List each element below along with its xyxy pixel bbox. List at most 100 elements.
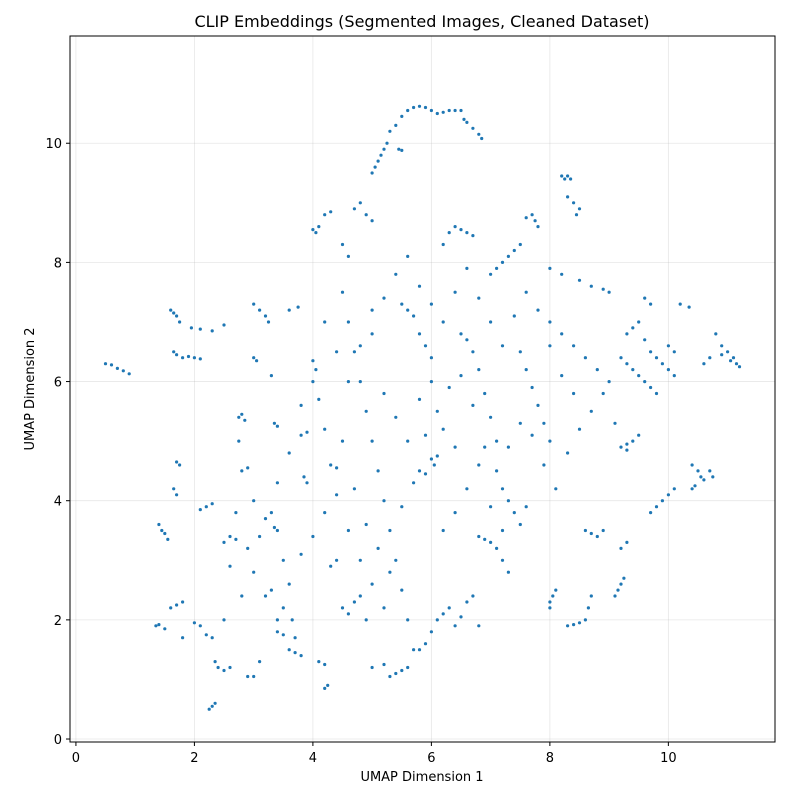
scatter-point xyxy=(465,120,469,124)
scatter-point xyxy=(121,369,125,373)
scatter-point xyxy=(181,600,185,604)
scatter-point xyxy=(489,272,493,276)
scatter-point xyxy=(246,546,250,551)
scatter-point xyxy=(269,588,273,592)
scatter-point xyxy=(447,606,451,610)
plot-frame xyxy=(69,35,776,743)
scatter-point xyxy=(708,356,712,360)
scatter-point xyxy=(726,350,730,354)
scatter-point xyxy=(210,329,214,333)
scatter-point xyxy=(352,350,356,354)
scatter-point xyxy=(198,508,202,512)
scatter-point xyxy=(412,314,416,318)
scatter-point xyxy=(272,525,276,530)
scatter-point xyxy=(157,623,161,627)
scatter-point xyxy=(512,510,516,515)
scatter-point xyxy=(625,362,629,366)
scatter-point xyxy=(166,537,170,542)
scatter-point xyxy=(429,380,433,384)
scatter-point xyxy=(649,302,653,306)
scatter-point xyxy=(340,606,345,610)
scatter-point xyxy=(423,433,428,437)
y-tick-label: 2 xyxy=(54,614,62,629)
scatter-point xyxy=(204,633,208,637)
scatter-point xyxy=(192,621,196,625)
scatter-point xyxy=(619,356,623,360)
scatter-point xyxy=(619,582,623,586)
scatter-point xyxy=(489,320,493,324)
scatter-point xyxy=(465,600,469,604)
scatter-point xyxy=(690,487,694,491)
scatter-point xyxy=(734,362,739,366)
y-axis-ticks: 0 2 4 6 8 10 xyxy=(45,137,70,748)
scatter-point xyxy=(560,174,564,178)
scatter-point xyxy=(275,630,279,634)
scatter-point xyxy=(323,427,327,431)
scatter-point xyxy=(210,704,214,708)
scatter-point xyxy=(512,314,516,318)
scatter-point xyxy=(216,665,220,670)
scatter-point xyxy=(299,552,303,556)
scatter-point xyxy=(729,359,733,363)
scatter-point xyxy=(569,177,573,181)
scatter-point xyxy=(299,654,303,658)
scatter-point xyxy=(198,357,202,361)
scatter-point xyxy=(583,528,588,533)
scatter-point xyxy=(252,356,256,360)
scatter-point xyxy=(702,478,706,482)
scatter-point xyxy=(666,493,671,497)
scatter-point xyxy=(275,618,279,622)
scatter-point xyxy=(672,487,676,491)
y-tick-label: 10 xyxy=(45,137,62,152)
scatter-point xyxy=(269,374,273,378)
scatter-point xyxy=(417,104,422,108)
scatter-point xyxy=(305,481,309,485)
scatter-point xyxy=(530,385,534,390)
scatter-point xyxy=(462,117,466,121)
scatter-point xyxy=(660,499,665,503)
scatter-point xyxy=(352,487,356,491)
scatter-point xyxy=(388,570,392,574)
scatter-point xyxy=(252,570,256,574)
scatter-point xyxy=(394,671,398,676)
scatter-point xyxy=(453,510,457,515)
scatter-point xyxy=(518,522,522,527)
grid-lines xyxy=(70,36,775,742)
scatter-point xyxy=(435,618,439,622)
scatter-point xyxy=(210,636,214,640)
scatter-point xyxy=(506,499,510,503)
x-axis-ticks: 0 2 4 6 8 10 xyxy=(72,742,677,766)
scatter-point xyxy=(666,368,671,372)
scatter-point xyxy=(213,660,217,664)
scatter-point xyxy=(471,126,475,130)
scatter-point xyxy=(477,534,481,539)
scatter-point xyxy=(296,305,300,309)
scatter-point xyxy=(376,159,380,163)
scatter-point xyxy=(693,484,697,488)
scatter-point xyxy=(335,466,339,470)
scatter-point xyxy=(281,633,285,637)
scatter-point xyxy=(631,326,635,330)
scatter-point xyxy=(649,385,653,390)
scatter-point xyxy=(566,174,570,178)
scatter-point xyxy=(589,594,593,598)
scatter-point xyxy=(397,147,401,151)
scatter-point xyxy=(376,469,380,473)
scatter-point xyxy=(465,338,469,342)
scatter-point xyxy=(406,108,410,113)
scatter-point xyxy=(246,466,250,470)
scatter-point xyxy=(548,320,552,324)
scatter-point xyxy=(711,475,715,479)
scatter-point xyxy=(382,147,386,151)
scatter-point xyxy=(376,546,380,551)
scatter-point xyxy=(506,570,510,574)
scatter-point xyxy=(432,463,436,467)
scatter-point xyxy=(340,439,345,443)
scatter-point xyxy=(566,451,570,455)
scatter-point xyxy=(459,615,463,619)
scatter-point xyxy=(572,391,576,396)
scatter-point xyxy=(720,353,724,357)
scatter-point xyxy=(222,540,226,545)
scatter-point xyxy=(172,350,176,354)
x-axis-label: UMAP Dimension 1 xyxy=(360,770,483,785)
